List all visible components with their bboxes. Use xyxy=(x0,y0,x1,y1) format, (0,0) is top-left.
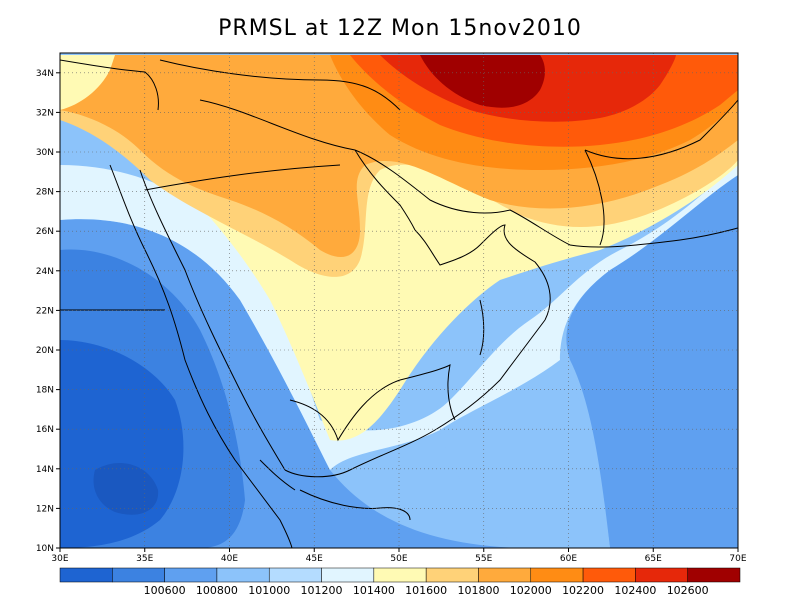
colorbar-swatch xyxy=(216,567,270,583)
colorbar-swatch xyxy=(373,567,427,583)
y-tick-label: 30N xyxy=(36,148,54,158)
colorbar-swatch xyxy=(321,567,375,583)
x-tick-label: 50E xyxy=(390,554,407,564)
colorbar: 100600 100800 101000 101200 101400 101600 1018… xyxy=(59,567,741,597)
colorbar-swatch xyxy=(635,567,688,583)
y-tick-label: 24N xyxy=(36,267,54,277)
x-tick-label: 55E xyxy=(475,554,492,564)
border-iraq xyxy=(199,99,356,151)
coastline-arabia-east xyxy=(414,224,551,321)
colorbar-label: 102400 xyxy=(614,584,656,597)
zone-101400-east xyxy=(440,360,610,548)
coastline-somalia xyxy=(299,489,411,521)
y-tick-label: 26N xyxy=(36,227,54,237)
colorbar-swatch xyxy=(530,567,584,583)
colorbar-swatch xyxy=(59,567,113,583)
colorbar-label: 102000 xyxy=(510,584,552,597)
y-tick-label: 12N xyxy=(36,504,54,514)
y-tick-label: 32N xyxy=(36,108,54,118)
x-tick-label: 40E xyxy=(221,554,238,564)
border-yemen xyxy=(289,364,456,442)
y-tick-label: 34N xyxy=(36,69,54,79)
colorbar-label: 102600 xyxy=(667,584,709,597)
map-title: PRMSL at 12Z Mon 15nov2010 xyxy=(218,16,582,41)
x-tick-label: 65E xyxy=(645,554,662,564)
coastline-gulf-north xyxy=(354,149,571,246)
colorbar-swatch xyxy=(582,567,636,583)
x-tick-label: 45E xyxy=(306,554,323,564)
x-tick-label: 30E xyxy=(51,554,68,564)
coastline-mediterranean xyxy=(60,59,159,111)
border-saudi-north xyxy=(144,164,341,191)
x-axis: 30E 35E 40E 45E 50E 55E 60E 65E 70E xyxy=(51,548,747,564)
y-tick-label: 14N xyxy=(36,465,54,475)
colorbar-label: 102200 xyxy=(562,584,604,597)
y-tick-label: 28N xyxy=(36,188,54,198)
zone-103000 xyxy=(420,55,545,108)
y-tick-label: 18N xyxy=(36,386,54,396)
colorbar-label: 100600 xyxy=(144,584,186,597)
colorbar-swatch xyxy=(687,567,741,583)
y-tick-label: 16N xyxy=(36,425,54,435)
coastline-red-sea-west xyxy=(109,164,293,548)
colorbar-label: 101200 xyxy=(301,584,343,597)
colorbar-label: 101600 xyxy=(405,584,447,597)
coastline-red-sea-east xyxy=(139,169,286,471)
y-tick-label: 10N xyxy=(36,544,54,554)
border-turkey xyxy=(159,59,401,111)
coastlines xyxy=(60,59,738,548)
colorbar-label: 101400 xyxy=(353,584,395,597)
colorbar-label: 101000 xyxy=(248,584,290,597)
colorbar-swatch xyxy=(164,567,218,583)
y-tick-label: 22N xyxy=(36,306,54,316)
zone-101200-east xyxy=(566,175,738,548)
y-axis: 10N 12N 14N 16N 18N 20N 22N 24N 26N 28N 30N 32N 34N xyxy=(36,69,60,554)
colorbar-label: 101800 xyxy=(457,584,499,597)
coastline-arabia-south xyxy=(284,319,546,478)
border-iran xyxy=(584,99,738,246)
zone-100600 xyxy=(93,462,159,515)
zone-101800-west xyxy=(60,55,115,110)
colorbar-swatch xyxy=(478,567,532,583)
x-tick-label: 35E xyxy=(136,554,153,564)
colorbar-swatch xyxy=(425,567,479,583)
colorbar-swatch xyxy=(268,567,322,583)
x-tick-label: 70E xyxy=(729,554,746,564)
coastline-horn xyxy=(259,459,296,491)
x-tick-label: 60E xyxy=(560,554,577,564)
y-tick-label: 20N xyxy=(36,346,54,356)
colorbar-label: 100800 xyxy=(196,584,238,597)
grid-lines xyxy=(60,53,738,548)
blob-102200-west xyxy=(241,166,269,190)
colorbar-swatch xyxy=(112,567,165,583)
